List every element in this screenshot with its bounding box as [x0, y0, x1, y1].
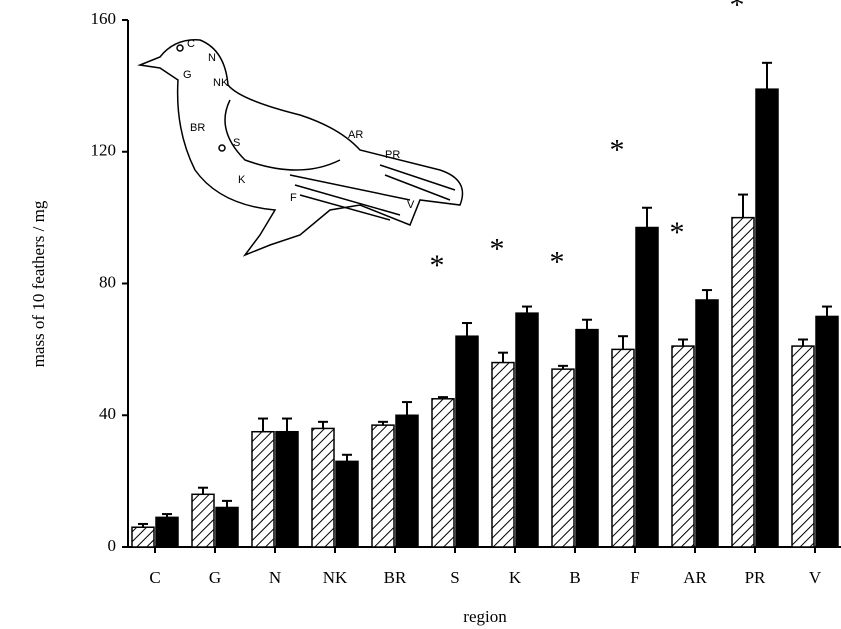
bar	[672, 346, 694, 547]
x-tick-label: AR	[683, 568, 707, 587]
bird-label: BR	[190, 122, 205, 134]
bar	[432, 399, 454, 547]
x-tick-label: B	[569, 568, 580, 587]
y-tick-label: 40	[99, 404, 116, 423]
bar	[612, 349, 634, 547]
x-tick-label: N	[269, 568, 281, 587]
x-tick-label: C	[149, 568, 160, 587]
bar	[576, 330, 598, 547]
bird-label: NK	[213, 77, 229, 89]
bar	[696, 300, 718, 547]
bar	[492, 363, 514, 547]
chart: CNGNKBRSARPRKFV mass of 10 feathers / mg…	[0, 0, 841, 629]
bird-label: K	[238, 174, 246, 186]
bar	[312, 428, 334, 547]
y-tick-label: 80	[99, 272, 116, 291]
bar	[456, 336, 478, 547]
bar	[276, 432, 298, 547]
significance-marker: *	[550, 246, 565, 279]
x-tick-label: NK	[323, 568, 348, 587]
significance-marker: *	[430, 249, 445, 282]
y-tick-label: 120	[91, 141, 117, 160]
bar	[816, 316, 838, 547]
bird-label: N	[208, 52, 216, 64]
bird-label: F	[290, 192, 297, 204]
bar	[756, 89, 778, 547]
bar	[732, 218, 754, 547]
significance-marker: *	[490, 232, 505, 265]
bird-label: AR	[348, 129, 363, 141]
bar	[216, 507, 238, 547]
bar	[516, 313, 538, 547]
x-tick-label: S	[450, 568, 459, 587]
significance-marker: *	[670, 216, 685, 249]
bar	[552, 369, 574, 547]
bar	[372, 425, 394, 547]
bar	[396, 415, 418, 547]
bird-illustration: C N G NK BR S AR PR K F V	[140, 38, 463, 255]
bar	[252, 432, 274, 547]
bird-label: V	[407, 199, 415, 211]
x-tick-label: K	[509, 568, 522, 587]
bar	[156, 517, 178, 547]
bird-label: S	[233, 137, 240, 149]
bird-label: PR	[385, 149, 400, 161]
y-tick-label: 0	[108, 536, 117, 555]
significance-marker: *	[730, 0, 745, 22]
significance-marker: *	[610, 134, 625, 167]
y-tick-label: 160	[91, 9, 117, 28]
bar	[636, 228, 658, 547]
bar	[792, 346, 814, 547]
bird-label: C	[187, 38, 195, 50]
x-axis-label: region	[463, 607, 507, 626]
x-tick-label: BR	[384, 568, 407, 587]
bar	[336, 461, 358, 547]
x-tick-label: F	[630, 568, 639, 587]
y-axis-label: mass of 10 feathers / mg	[29, 200, 48, 367]
x-tick-label: V	[809, 568, 822, 587]
bar	[192, 494, 214, 547]
bar	[132, 527, 154, 547]
bird-label: G	[183, 69, 192, 81]
x-tick-label: G	[209, 568, 221, 587]
x-tick-label: PR	[745, 568, 766, 587]
